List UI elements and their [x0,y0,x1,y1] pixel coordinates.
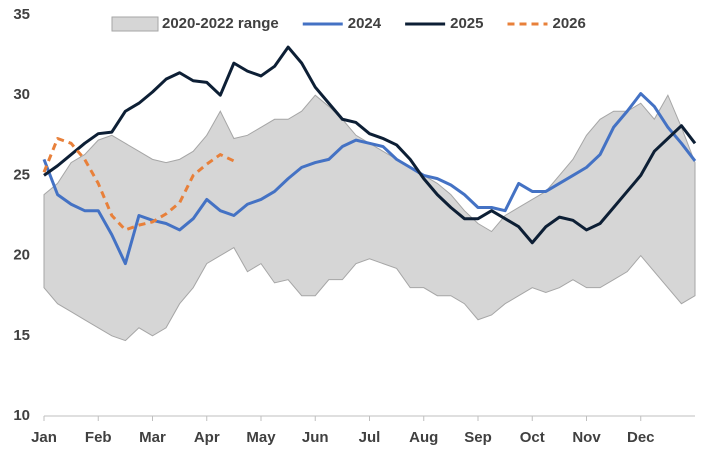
x-tick-label: Nov [572,429,601,446]
y-tick-label: 30 [13,86,30,103]
x-tick-label: Jan [31,429,57,446]
y-tick-label: 20 [13,247,30,264]
x-tick-label: Oct [520,429,545,446]
y-tick-label: 15 [13,327,30,344]
x-tick-label: Mar [139,429,166,446]
x-tick-label: Aug [409,429,438,446]
x-tick-label: Sep [464,429,492,446]
x-tick-label: Jun [302,429,329,446]
x-tick-label: Jul [359,429,381,446]
y-tick-label: 35 [13,6,30,23]
x-tick-label: Apr [194,429,220,446]
x-tick-label: May [246,429,276,446]
legend-label: 2026 [553,15,586,32]
line-series [42,137,235,232]
x-tick-label: Dec [627,429,655,446]
legend-label: 2024 [348,15,382,32]
range-band [43,94,696,342]
line-series [43,45,697,245]
legend-label: 2025 [450,15,483,32]
legend-swatch [111,16,159,32]
legend-label: 2020-2022 range [162,15,279,32]
x-tick-label: Feb [85,429,112,446]
y-tick-label: 25 [13,166,30,183]
y-tick-label: 10 [13,407,30,424]
